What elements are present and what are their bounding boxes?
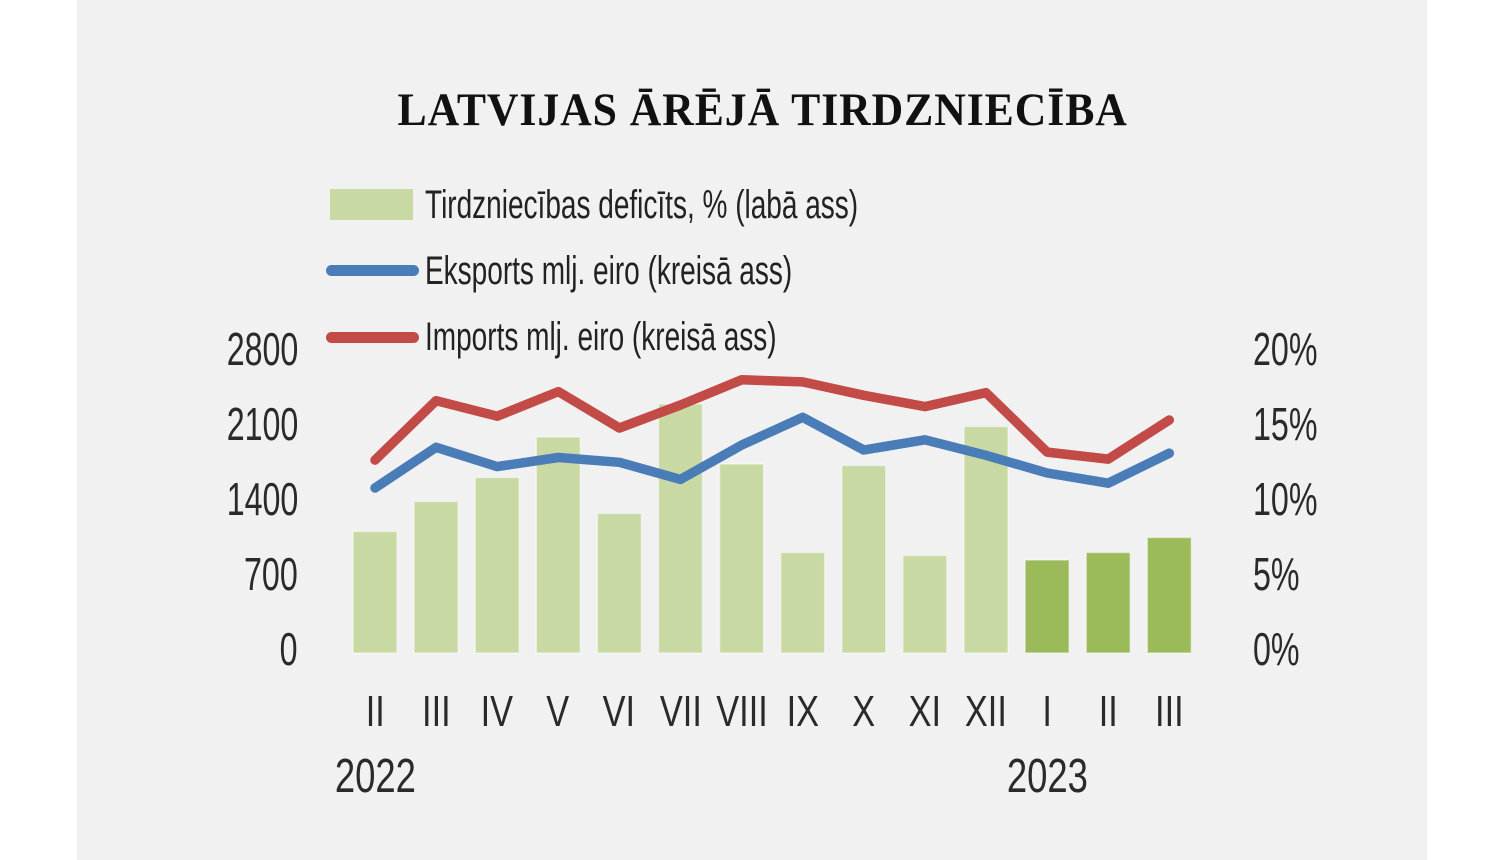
chart-background-panel [77,0,1427,860]
x-axis-month-text: XII [965,687,1007,736]
legend-label-exports: Eksports mlj. eiro (kreisā ass) [425,249,793,293]
x-axis-month-label-2022-VIII: VIII [697,687,787,736]
right-axis-tick-label: 10% [1253,473,1393,525]
right-axis-tick-text: 5% [1253,548,1300,600]
left-axis-tick-text: 700 [244,548,298,600]
x-axis-month-label-2022-VI: VI [574,687,664,736]
right-axis-tick-label: 5% [1253,548,1393,600]
x-axis-month-text: VI [602,687,636,736]
x-axis-month-label-2022-VII: VII [636,687,726,736]
x-axis-month-text: III [421,687,451,736]
deficit-bar-2022-XI [902,554,948,654]
left-axis-tick-text: 2800 [226,323,298,375]
left-axis-tick-label: 700 [168,548,298,600]
x-axis-month-text: II [1098,687,1118,736]
right-axis-tick-text: 20% [1253,323,1318,375]
legend-label-imports: Imports mlj. eiro (kreisā ass) [425,315,777,359]
left-axis-tick-label: 0 [168,623,298,675]
deficit-bar-2022-III [413,500,459,654]
x-axis-month-text: VIII [716,687,768,736]
x-axis-month-text: X [852,687,876,736]
right-axis-tick-text: 10% [1253,473,1318,525]
deficit-bar-2022-II [352,530,398,654]
x-axis-month-text: IV [480,687,514,736]
right-axis-tick-text: 0% [1253,623,1300,675]
deficit-bar-2023-III [1146,536,1193,654]
deficit-bar-2022-VI [596,512,643,654]
x-axis-year-label-2023: 2023 [967,750,1127,803]
x-axis-year-text: 2023 [1006,750,1088,803]
x-axis-month-label-2022-IX: IX [758,687,848,736]
deficit-bar-legend-swatch [330,189,413,220]
x-axis-month-label-2022-X: X [819,687,909,736]
deficit-bar-2022-IV [474,476,520,654]
x-axis-month-label-2022-IV: IV [452,687,542,736]
x-axis-month-label-2022-II: II [330,687,420,736]
right-axis-tick-label: 15% [1253,398,1393,450]
x-axis-year-label-2022: 2022 [295,750,455,803]
imports-line-legend-swatch [326,332,419,343]
deficit-bar-2022-VII [657,403,704,654]
exports-line-legend-swatch [326,265,419,276]
x-axis-month-text: VII [660,687,702,736]
left-axis-tick-text: 2100 [226,398,298,450]
x-axis-month-text: II [365,687,385,736]
x-axis-month-label-2023-II: II [1063,687,1153,736]
left-axis-tick-text: 1400 [226,473,298,525]
x-axis-year-text: 2022 [334,750,416,803]
x-axis-month-label-2022-XI: XI [880,687,970,736]
x-axis-month-text: V [546,687,570,736]
left-axis-tick-label: 2800 [168,323,298,375]
x-axis-month-label-2022-XII: XII [941,687,1031,736]
x-axis-month-text: III [1154,687,1184,736]
x-axis-month-label-2023-III: III [1124,687,1214,736]
deficit-bar-2022-IX [779,551,826,654]
left-axis-tick-text: 0 [280,623,298,675]
left-axis-tick-label: 2100 [168,398,298,450]
deficit-bar-2022-X [841,464,887,654]
right-axis-tick-label: 20% [1253,323,1393,375]
deficit-bar-2022-VIII [718,463,765,654]
deficit-bar-2023-I [1024,559,1070,654]
right-axis-tick-text: 15% [1253,398,1318,450]
x-axis-month-label-2022-III: III [391,687,481,736]
deficit-bar-2023-II [1085,551,1131,654]
x-axis-month-label-2023-I: I [1002,687,1092,736]
exports-line [370,412,1175,493]
chart-title: LATVIJAS ĀRĒJĀ TIRDZNIECĪBA [0,82,1500,138]
x-axis-month-text: I [1042,687,1052,736]
x-axis-month-text: XI [908,687,942,736]
x-axis-month-label-2022-V: V [513,687,603,736]
legend-label-deficit: Tirdzniecības deficīts, % (labā ass) [425,183,859,227]
right-axis-tick-label: 0% [1253,623,1393,675]
chart-title-text: LATVIJAS ĀRĒJĀ TIRDZNIECĪBA [397,84,1129,136]
imports-line [370,375,1175,465]
x-axis-month-text: IX [786,687,820,736]
deficit-bar-2022-V [535,436,582,654]
left-axis-tick-label: 1400 [168,473,298,525]
